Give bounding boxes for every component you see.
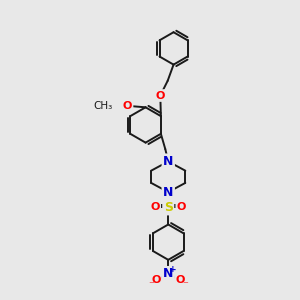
- Text: N: N: [163, 268, 173, 281]
- Text: S: S: [164, 201, 173, 214]
- Text: ⁻: ⁻: [148, 280, 154, 290]
- Text: N: N: [163, 155, 173, 168]
- Text: O: O: [150, 202, 160, 212]
- Text: O: O: [123, 101, 132, 111]
- Text: CH₃: CH₃: [93, 101, 112, 111]
- Text: O: O: [177, 202, 186, 212]
- Text: ⁻: ⁻: [182, 280, 188, 290]
- Text: O: O: [176, 275, 185, 285]
- Text: O: O: [151, 275, 160, 285]
- Text: O: O: [156, 91, 165, 100]
- Text: +: +: [169, 265, 176, 274]
- Text: N: N: [163, 186, 173, 199]
